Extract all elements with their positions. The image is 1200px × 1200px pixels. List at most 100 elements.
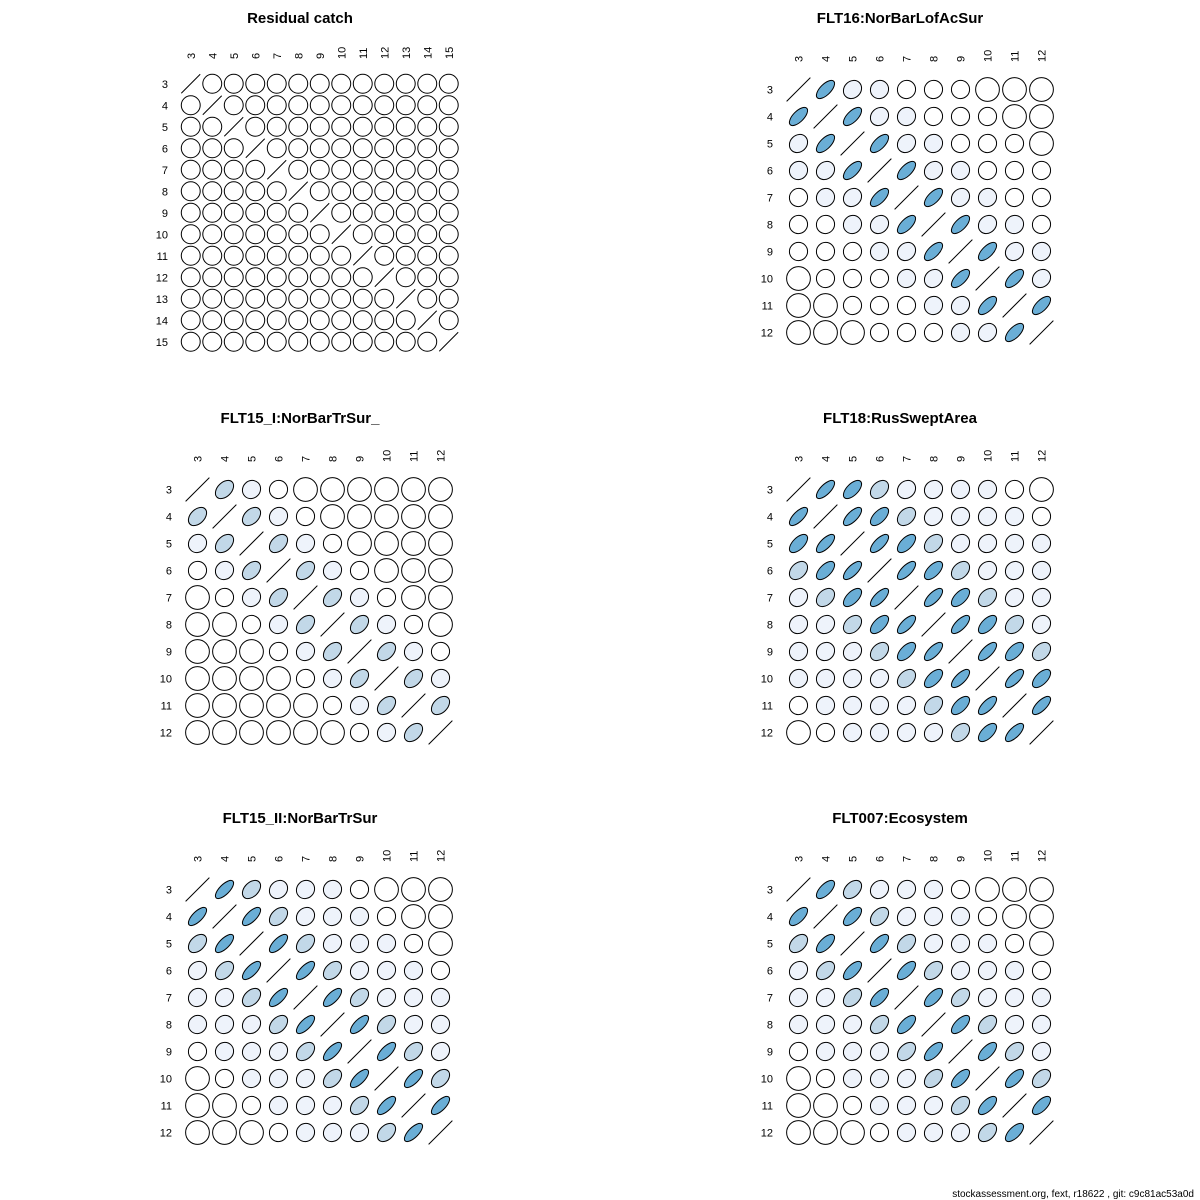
diagonal-mark — [975, 666, 1000, 691]
corr-ellipse — [395, 267, 416, 288]
panels: Residual catch 3 4 5 6 7 8 9 10 11 12 13 14 15 3 4 5 6 7 8 9… — [156, 10, 1054, 1145]
corr-ellipse — [376, 1014, 397, 1035]
diagonal-mark — [840, 131, 865, 156]
corr-ellipse — [788, 906, 809, 927]
corr-ellipse — [1031, 506, 1052, 527]
corr-ellipse — [1031, 587, 1052, 608]
corr-ellipse — [241, 906, 262, 927]
row-tick-label: 5 — [767, 539, 773, 551]
corr-ellipse — [923, 933, 944, 954]
corr-ellipse — [266, 181, 287, 202]
corr-ellipse — [295, 879, 316, 900]
col-tick-label: 10 — [382, 450, 394, 462]
corr-ellipse — [295, 1095, 316, 1116]
corr-ellipse — [352, 159, 373, 180]
corr-ellipse — [376, 1095, 397, 1116]
corr-ellipse — [869, 533, 890, 554]
col-tick-label: 5 — [247, 456, 259, 462]
corr-ellipse — [950, 1068, 971, 1089]
corr-ellipse — [401, 558, 426, 583]
corr-ellipse — [950, 960, 971, 981]
diagonal-mark — [786, 877, 811, 902]
corr-ellipse — [896, 906, 917, 927]
corr-ellipse — [896, 1014, 917, 1035]
corr-ellipse — [842, 1095, 863, 1116]
corr-ellipse — [977, 106, 998, 127]
diagonal-mark — [894, 185, 919, 210]
corr-ellipse — [288, 310, 309, 331]
corr-ellipse — [202, 310, 223, 331]
corr-ellipse — [268, 987, 289, 1008]
corr-ellipse — [923, 560, 944, 581]
corr-ellipse — [245, 95, 266, 116]
corr-ellipse — [977, 479, 998, 500]
footer-text: stockassessment.org, fext, r18622 , git:… — [952, 1189, 1194, 1200]
corr-ellipse — [438, 95, 459, 116]
row-tick-label: 3 — [767, 885, 773, 897]
corr-ellipse — [180, 116, 201, 137]
corr-ellipse — [428, 877, 453, 902]
corr-ellipse — [977, 133, 998, 154]
row-tick-label: 5 — [166, 539, 172, 551]
corr-panel-6: FLT007:Ecosystem 3 4 5 6 7 8 9 10 11 12 3 4 5 6 7 8 9 10 11… — [761, 810, 1054, 1145]
corr-ellipse — [438, 310, 459, 331]
diagonal-mark — [813, 104, 838, 129]
col-tick-label: 4 — [220, 856, 232, 862]
row-tick-label: 3 — [166, 485, 172, 497]
corr-ellipse — [786, 720, 811, 745]
col-tick-label: 5 — [848, 856, 860, 862]
corr-ellipse — [923, 160, 944, 181]
row-tick-label: 10 — [761, 1074, 773, 1086]
corr-ellipse — [202, 181, 223, 202]
corr-ellipse — [869, 587, 890, 608]
corr-ellipse — [295, 533, 316, 554]
row-tick-label: 8 — [166, 620, 172, 632]
corr-ellipse — [786, 320, 811, 345]
col-tick-label: 9 — [956, 856, 968, 862]
row-tick-label: 3 — [767, 85, 773, 97]
row-tick-label: 5 — [767, 139, 773, 151]
row-tick-label: 4 — [166, 512, 172, 524]
row-tick-label: 8 — [767, 220, 773, 232]
corr-ellipse — [309, 95, 330, 116]
corr-ellipse — [923, 1095, 944, 1116]
col-tick-label: 3 — [794, 856, 806, 862]
corr-ellipse — [349, 1122, 370, 1143]
corr-ellipse — [376, 641, 397, 662]
corr-ellipse — [438, 159, 459, 180]
corr-ellipse — [1031, 960, 1052, 981]
corr-ellipse — [788, 560, 809, 581]
corr-ellipse — [896, 160, 917, 181]
corr-ellipse — [401, 585, 426, 610]
corr-ellipse — [869, 906, 890, 927]
corr-ellipse — [403, 987, 424, 1008]
corr-ellipse — [223, 310, 244, 331]
corr-ellipse — [349, 879, 370, 900]
diagonal-mark — [867, 158, 892, 183]
corr-ellipse — [842, 695, 863, 716]
row-tick-label: 6 — [767, 966, 773, 978]
row-tick-label: 7 — [767, 193, 773, 205]
row-tick-label: 4 — [767, 912, 773, 924]
corr-ellipse — [1004, 241, 1025, 262]
panel-title: FLT15_II:NorBarTrSur — [223, 810, 378, 827]
corr-ellipse — [1031, 614, 1052, 635]
corr-ellipse — [331, 267, 352, 288]
col-tick-label: 13 — [401, 47, 413, 59]
corr-panel-4: FLT18:RusSweptArea 3 4 5 6 7 8 9 10 11 12 3 4 5 6 7 8 9 10… — [761, 410, 1054, 745]
corr-ellipse — [842, 587, 863, 608]
col-tick-label: 7 — [902, 856, 914, 862]
corr-ellipse — [842, 506, 863, 527]
corr-ellipse — [430, 641, 451, 662]
corr-ellipse — [842, 79, 863, 100]
diagonal-mark — [266, 558, 291, 583]
corr-ellipse — [352, 267, 373, 288]
corr-ellipse — [185, 612, 210, 637]
corr-ellipse — [376, 614, 397, 635]
corr-ellipse — [187, 987, 208, 1008]
corr-panel-3: FLT15_I:NorBarTrSur_ 3 4 5 6 7 8 9 10 11 12 3 4 5 6 7 8 9… — [160, 410, 453, 745]
corr-ellipse — [923, 533, 944, 554]
corr-ellipse — [245, 245, 266, 266]
corr-ellipse — [842, 906, 863, 927]
diagonal-mark — [1029, 320, 1054, 345]
